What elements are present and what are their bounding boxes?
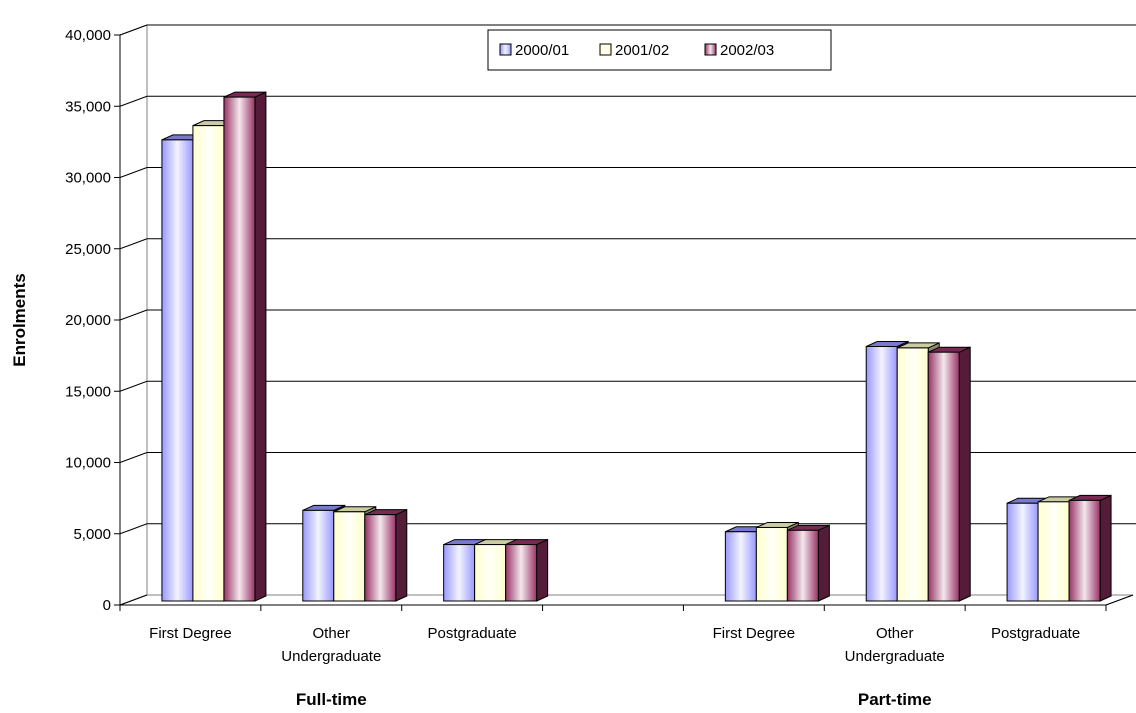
- gridline-side: [119, 523, 148, 535]
- x-tick-label: Postgraduate: [428, 625, 517, 642]
- gridline-side: [119, 309, 148, 321]
- bar: [927, 346, 971, 602]
- gridline-side: [119, 95, 148, 107]
- legend-label: 2002/03: [720, 42, 774, 59]
- y-tick-label: 10,000: [65, 455, 111, 472]
- y-tick-label: 35,000: [65, 98, 111, 115]
- x-tick-label: Undergraduate: [281, 648, 381, 665]
- x-tick-label: Postgraduate: [991, 625, 1080, 642]
- gridline-side: [119, 594, 148, 606]
- bar: [505, 538, 549, 602]
- y-axis-label: Enrolments: [10, 273, 29, 367]
- legend: 2000/01 2001/02 2002/03: [487, 29, 832, 71]
- floor-edge: [1105, 594, 1134, 606]
- gridline-side: [119, 24, 148, 36]
- y-tick-label: 25,000: [65, 241, 111, 258]
- y-tick-label: 40,000: [65, 27, 111, 44]
- y-tick-label: 0: [103, 597, 111, 614]
- legend-label: 2000/01: [515, 42, 569, 59]
- x-tick-label: First Degree: [149, 625, 232, 642]
- y-tick-label: 20,000: [65, 312, 111, 329]
- bar: [364, 508, 408, 602]
- x-tick-label: Undergraduate: [845, 648, 945, 665]
- gridline-side: [119, 167, 148, 178]
- gridline-side: [119, 238, 148, 250]
- bar: [786, 524, 830, 602]
- y-tick-label: 15,000: [65, 383, 111, 400]
- legend-swatch: [704, 43, 717, 56]
- x-tick-label: First Degree: [713, 625, 796, 642]
- y-tick-label: 30,000: [65, 170, 111, 187]
- group-label: Part-time: [858, 690, 932, 709]
- legend-swatch: [599, 43, 612, 56]
- legend-label: 2001/02: [615, 42, 669, 59]
- x-tick-label: Other: [313, 625, 351, 642]
- floor: [119, 594, 1134, 606]
- gridline-side: [119, 380, 148, 392]
- x-tick-label: Other: [876, 625, 914, 642]
- y-tick-label: 5,000: [73, 526, 111, 543]
- group-label: Full-time: [296, 690, 367, 709]
- gridline-side: [119, 452, 148, 463]
- bar: [223, 91, 267, 602]
- bar: [1068, 494, 1112, 602]
- legend-swatch: [499, 43, 512, 56]
